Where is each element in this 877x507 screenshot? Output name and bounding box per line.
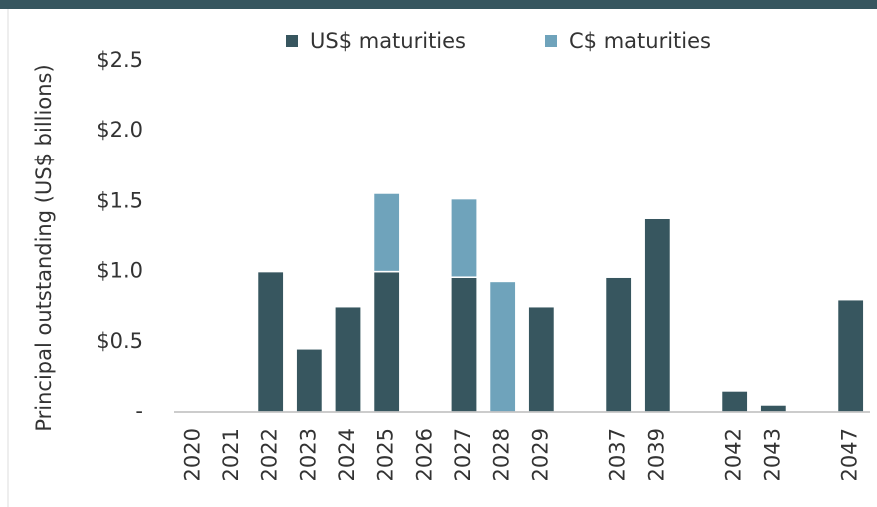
x-tick-label: 2028	[490, 428, 514, 481]
x-tick-label: 2037	[606, 428, 630, 481]
top-band	[0, 0, 877, 9]
x-tick-label: 2047	[838, 428, 862, 481]
y-axis-label: Principal outstanding (US$ billions)	[32, 64, 56, 431]
legend-label: US$ maturities	[310, 29, 466, 53]
bar-segment	[836, 298, 865, 413]
y-tick-label: $1.5	[96, 188, 143, 212]
x-tick-label: 2024	[335, 428, 359, 481]
bar-segment	[372, 192, 401, 273]
bar-segment	[720, 390, 749, 413]
y-tick-label: -	[135, 399, 143, 423]
x-tick-label: 2027	[451, 428, 475, 481]
legend-swatch	[545, 35, 557, 47]
x-tick-label: 2021	[219, 428, 243, 481]
bar-segment	[256, 270, 285, 413]
bar-segment	[450, 276, 478, 413]
x-tick-label: 2022	[258, 428, 282, 481]
legend-label: C$ maturities	[569, 29, 711, 53]
bar-segment	[643, 217, 672, 413]
bar-segment	[488, 280, 517, 413]
x-tick-label: 2025	[374, 428, 398, 481]
y-tick-label: $1.0	[96, 259, 143, 283]
x-tick-label: 2043	[760, 428, 784, 481]
y-tick-label: $2.0	[96, 118, 143, 142]
legend-swatch	[286, 35, 298, 47]
x-tick-label: 2026	[412, 428, 436, 481]
x-tick-label: 2023	[296, 428, 320, 481]
bar-segment	[334, 305, 362, 413]
x-tick-label: 2029	[528, 428, 552, 481]
bar-segment	[604, 276, 633, 413]
bar-segment	[527, 305, 556, 413]
bar-segment	[450, 197, 478, 278]
bar-segment	[295, 348, 324, 413]
y-tick-label: $0.5	[96, 329, 143, 353]
bar-segment	[759, 404, 788, 413]
x-tick-label: 2042	[722, 428, 746, 481]
bar-segment	[372, 270, 401, 413]
x-tick-label: 2020	[180, 428, 204, 481]
y-tick-label: $2.5	[96, 48, 143, 72]
x-tick-label: 2039	[644, 428, 668, 481]
